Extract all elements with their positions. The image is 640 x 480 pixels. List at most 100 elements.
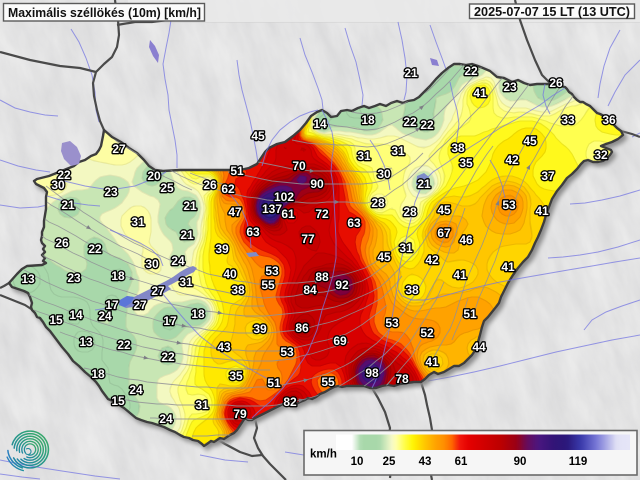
svg-text:45: 45	[437, 203, 451, 217]
svg-text:23: 23	[67, 271, 81, 285]
svg-text:63: 63	[246, 225, 260, 239]
svg-text:41: 41	[453, 268, 467, 282]
svg-text:24: 24	[159, 412, 173, 426]
svg-text:26: 26	[55, 236, 69, 250]
svg-text:40: 40	[223, 267, 237, 281]
svg-text:42: 42	[505, 153, 519, 167]
svg-text:43: 43	[419, 456, 432, 468]
svg-text:35: 35	[459, 156, 473, 170]
svg-text:46: 46	[459, 233, 473, 247]
svg-text:53: 53	[265, 264, 279, 278]
svg-text:21: 21	[404, 66, 418, 80]
svg-text:22: 22	[161, 350, 175, 364]
svg-text:51: 51	[463, 307, 477, 321]
svg-text:41: 41	[425, 355, 439, 369]
svg-text:30: 30	[377, 167, 391, 181]
svg-text:14: 14	[313, 117, 327, 131]
svg-text:61: 61	[455, 456, 468, 468]
svg-text:21: 21	[180, 228, 194, 242]
svg-text:37: 37	[541, 169, 555, 183]
svg-text:39: 39	[253, 322, 267, 336]
svg-text:51: 51	[267, 376, 281, 390]
svg-text:31: 31	[399, 241, 413, 255]
svg-text:52: 52	[420, 326, 434, 340]
svg-text:17: 17	[163, 314, 177, 328]
svg-text:78: 78	[395, 372, 409, 386]
svg-text:45: 45	[523, 134, 537, 148]
svg-text:42: 42	[425, 253, 439, 267]
svg-text:25: 25	[160, 181, 174, 195]
svg-text:41: 41	[535, 204, 549, 218]
svg-text:55: 55	[261, 278, 275, 292]
svg-text:53: 53	[280, 345, 294, 359]
svg-text:86: 86	[295, 321, 309, 335]
svg-text:28: 28	[371, 196, 385, 210]
svg-text:67: 67	[437, 226, 451, 240]
svg-text:24: 24	[129, 383, 143, 397]
svg-text:41: 41	[473, 86, 487, 100]
svg-text:30: 30	[51, 178, 65, 192]
svg-text:43: 43	[217, 340, 231, 354]
svg-text:35: 35	[229, 369, 243, 383]
svg-text:26: 26	[203, 178, 217, 192]
svg-text:24: 24	[171, 254, 185, 268]
svg-text:53: 53	[385, 316, 399, 330]
svg-text:30: 30	[145, 257, 159, 271]
svg-text:63: 63	[347, 216, 361, 230]
svg-text:20: 20	[147, 169, 161, 183]
svg-text:77: 77	[301, 232, 315, 246]
svg-text:72: 72	[315, 207, 329, 221]
svg-text:79: 79	[233, 407, 247, 421]
svg-text:36: 36	[602, 113, 616, 127]
svg-text:45: 45	[377, 250, 391, 264]
svg-text:38: 38	[405, 283, 419, 297]
svg-text:23: 23	[104, 185, 118, 199]
svg-text:25: 25	[383, 456, 396, 468]
svg-text:22: 22	[464, 64, 478, 78]
svg-text:44: 44	[472, 340, 486, 354]
svg-text:26: 26	[549, 76, 563, 90]
svg-text:13: 13	[79, 335, 93, 349]
svg-text:47: 47	[228, 205, 242, 219]
svg-text:90: 90	[310, 177, 324, 191]
svg-text:13: 13	[21, 272, 35, 286]
svg-text:70: 70	[292, 159, 306, 173]
svg-text:24: 24	[98, 309, 112, 323]
svg-text:31: 31	[357, 149, 371, 163]
svg-text:15: 15	[49, 313, 63, 327]
svg-text:51: 51	[230, 164, 244, 178]
svg-text:31: 31	[131, 215, 145, 229]
svg-text:69: 69	[333, 334, 347, 348]
svg-text:84: 84	[303, 283, 317, 297]
svg-text:14: 14	[69, 308, 83, 322]
svg-text:22: 22	[420, 118, 434, 132]
svg-text:18: 18	[361, 113, 375, 127]
svg-text:21: 21	[183, 199, 197, 213]
svg-text:61: 61	[281, 207, 295, 221]
svg-text:31: 31	[391, 144, 405, 158]
svg-text:22: 22	[88, 242, 102, 256]
svg-text:18: 18	[191, 307, 205, 321]
svg-text:21: 21	[417, 177, 431, 191]
svg-text:km/h: km/h	[310, 449, 337, 461]
svg-text:45: 45	[251, 129, 265, 143]
svg-text:2025-07-07 15 LT (13 UTC): 2025-07-07 15 LT (13 UTC)	[474, 4, 630, 19]
svg-text:62: 62	[221, 182, 235, 196]
svg-text:33: 33	[561, 113, 575, 127]
svg-text:10: 10	[351, 456, 364, 468]
svg-text:23: 23	[503, 80, 517, 94]
svg-text:39: 39	[215, 242, 229, 256]
svg-text:102: 102	[274, 190, 294, 204]
svg-text:22: 22	[403, 115, 417, 129]
svg-text:18: 18	[91, 367, 105, 381]
svg-text:28: 28	[403, 205, 417, 219]
svg-text:38: 38	[451, 141, 465, 155]
svg-text:98: 98	[365, 366, 379, 380]
svg-text:119: 119	[569, 456, 588, 468]
svg-text:88: 88	[315, 270, 329, 284]
svg-text:22: 22	[57, 168, 71, 182]
svg-text:15: 15	[111, 394, 125, 408]
svg-text:31: 31	[195, 398, 209, 412]
svg-text:137: 137	[262, 202, 282, 216]
svg-text:92: 92	[335, 278, 349, 292]
